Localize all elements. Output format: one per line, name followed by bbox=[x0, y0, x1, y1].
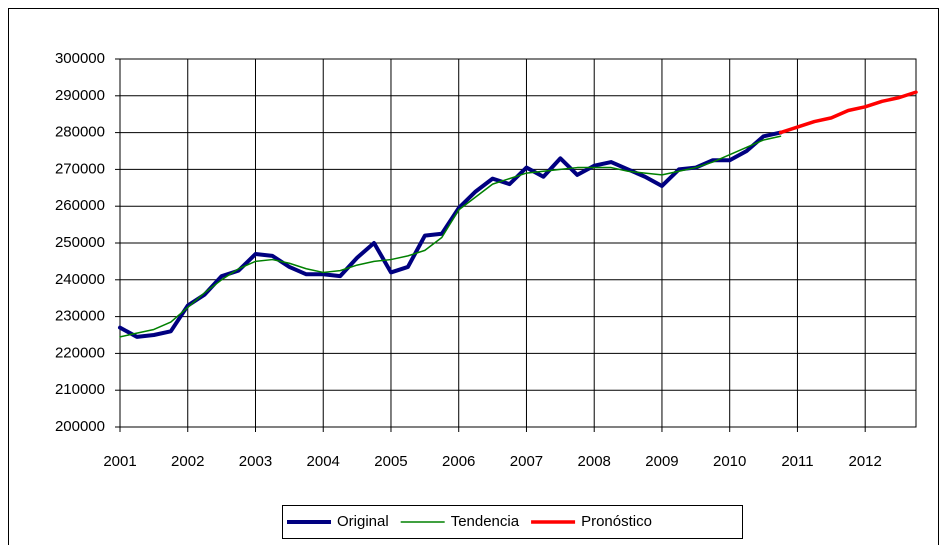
x-tick-label: 2001 bbox=[103, 453, 136, 470]
legend-label: Tendencia bbox=[451, 513, 520, 530]
y-tick-label: 240000 bbox=[55, 271, 105, 288]
x-tick-label: 2008 bbox=[578, 453, 611, 470]
y-tick-label: 280000 bbox=[55, 124, 105, 141]
x-tick-label: 2004 bbox=[307, 453, 340, 470]
series-line bbox=[119, 135, 782, 338]
y-tick-label: 220000 bbox=[55, 344, 105, 361]
y-tick-label: 260000 bbox=[55, 197, 105, 214]
legend-label: Pronóstico bbox=[581, 513, 652, 530]
series-line bbox=[778, 90, 918, 135]
legend-label: Original bbox=[337, 513, 389, 530]
y-tick-label: 300000 bbox=[55, 50, 105, 67]
x-tick-label: 2007 bbox=[510, 453, 543, 470]
x-tick-label: 2011 bbox=[781, 453, 813, 470]
y-tick-label: 200000 bbox=[55, 418, 105, 435]
chart-frame bbox=[8, 8, 939, 545]
x-tick-label: 2006 bbox=[442, 453, 475, 470]
x-tick-label: 2012 bbox=[849, 453, 882, 470]
y-tick-label: 230000 bbox=[55, 308, 105, 325]
y-tick-label: 250000 bbox=[55, 234, 105, 251]
series-line bbox=[118, 130, 783, 339]
x-tick-label: 2009 bbox=[645, 453, 678, 470]
y-tick-label: 210000 bbox=[55, 381, 105, 398]
y-tick-label: 290000 bbox=[55, 87, 105, 104]
x-tick-label: 2010 bbox=[713, 453, 746, 470]
x-tick-label: 2002 bbox=[171, 453, 204, 470]
x-tick-label: 2003 bbox=[239, 453, 272, 470]
y-tick-label: 270000 bbox=[55, 160, 105, 177]
legend-box bbox=[282, 505, 743, 539]
x-tick-label: 2005 bbox=[374, 453, 407, 470]
